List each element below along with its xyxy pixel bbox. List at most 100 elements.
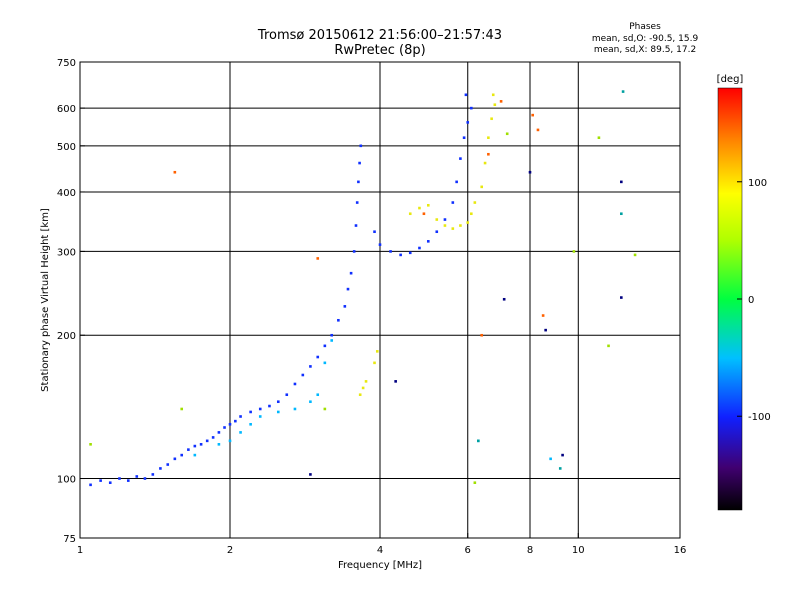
- stats-heading: Phases: [629, 22, 661, 32]
- data-point: [375, 350, 379, 353]
- data-point: [217, 443, 221, 446]
- data-point: [187, 448, 190, 451]
- data-point: [173, 170, 177, 174]
- data-point: [558, 467, 562, 470]
- data-point: [249, 410, 252, 414]
- data-point: [473, 201, 477, 204]
- stats-line-x: mean, sd,X: 89.5, 17.2: [594, 45, 696, 55]
- data-point: [234, 419, 237, 423]
- data-point: [330, 339, 334, 342]
- data-point: [493, 103, 497, 107]
- data-point: [258, 415, 262, 418]
- data-point: [358, 161, 361, 165]
- data-point: [426, 203, 430, 207]
- data-point: [373, 230, 376, 234]
- data-point: [426, 240, 430, 243]
- data-point: [459, 224, 462, 227]
- data-point: [607, 344, 610, 348]
- y-tick-label: 200: [57, 331, 76, 342]
- colorbar-tick-label: 100: [748, 178, 767, 189]
- data-point: [531, 113, 534, 117]
- data-point: [499, 100, 503, 103]
- y-tick-labels: 750 600 500 400 300 200 100 75: [57, 58, 85, 545]
- data-point: [211, 436, 215, 439]
- data-point: [343, 305, 347, 308]
- data-point: [435, 218, 439, 221]
- stats-line-o: mean, sd,O: -90.5, 15.9: [592, 34, 699, 44]
- x-tick-labels: 1 2 4 6 8 10 16: [77, 533, 687, 556]
- data-point: [480, 185, 484, 189]
- data-point: [180, 407, 184, 411]
- data-point: [435, 230, 439, 234]
- data-point: [352, 250, 356, 253]
- data-point: [477, 439, 480, 443]
- data-point: [473, 481, 477, 485]
- y-tick-label: 500: [57, 142, 76, 153]
- data-point: [389, 250, 392, 253]
- data-point: [151, 473, 155, 476]
- data-point: [346, 287, 350, 291]
- data-point: [193, 444, 197, 448]
- data-point: [528, 170, 532, 174]
- data-point: [166, 463, 170, 466]
- data-point: [422, 212, 426, 216]
- data-point: [143, 477, 147, 480]
- y-tick-label: 750: [57, 58, 76, 69]
- data-point: [316, 393, 320, 397]
- data-point: [285, 393, 289, 397]
- data-point: [451, 227, 455, 230]
- data-point: [483, 161, 487, 165]
- data-point: [373, 361, 376, 365]
- data-point: [354, 224, 358, 227]
- x-tick-label: 6: [465, 545, 471, 556]
- data-point: [239, 431, 242, 434]
- data-point: [561, 453, 564, 457]
- data-point: [276, 400, 280, 404]
- data-point: [249, 422, 252, 426]
- data-point: [621, 90, 625, 93]
- data-point: [357, 180, 360, 184]
- data-point: [620, 180, 623, 184]
- data-point: [464, 93, 468, 97]
- data-point: [316, 257, 320, 260]
- data-point: [408, 212, 412, 216]
- x-tick-label: 16: [674, 545, 687, 556]
- y-tick-label: 100: [57, 475, 76, 486]
- data-point: [443, 224, 447, 227]
- data-point: [544, 328, 547, 332]
- data-point: [355, 201, 359, 204]
- data-point: [316, 355, 320, 359]
- data-point: [323, 361, 327, 365]
- data-point: [505, 132, 509, 136]
- data-point: [620, 296, 623, 299]
- data-point: [323, 407, 327, 411]
- data-point: [276, 410, 280, 414]
- data-point: [466, 221, 470, 224]
- data-point: [228, 439, 232, 443]
- colorbar-label: [deg]: [717, 74, 744, 85]
- data-point: [99, 479, 102, 482]
- data-point: [205, 439, 209, 443]
- data-point: [126, 479, 130, 482]
- data-point: [597, 136, 601, 140]
- x-tick-label: 4: [377, 545, 383, 556]
- data-point: [228, 422, 232, 426]
- x-tick-label: 2: [227, 545, 233, 556]
- data-point: [239, 415, 242, 418]
- data-point: [223, 426, 226, 429]
- data-point: [572, 250, 576, 253]
- data-point: [451, 201, 455, 204]
- data-point: [455, 180, 458, 184]
- y-tick-label: 600: [57, 104, 76, 115]
- data-point: [549, 457, 552, 461]
- data-point: [459, 157, 462, 160]
- data-point: [536, 128, 540, 132]
- data-point: [418, 206, 421, 210]
- data-point: [408, 251, 412, 255]
- colorbar-tick-label: 0: [748, 295, 754, 306]
- y-axis-label: Stationary phase Virtual Height [km]: [40, 208, 51, 392]
- data-point: [418, 246, 421, 250]
- data-point: [293, 407, 297, 411]
- data-point: [337, 318, 340, 322]
